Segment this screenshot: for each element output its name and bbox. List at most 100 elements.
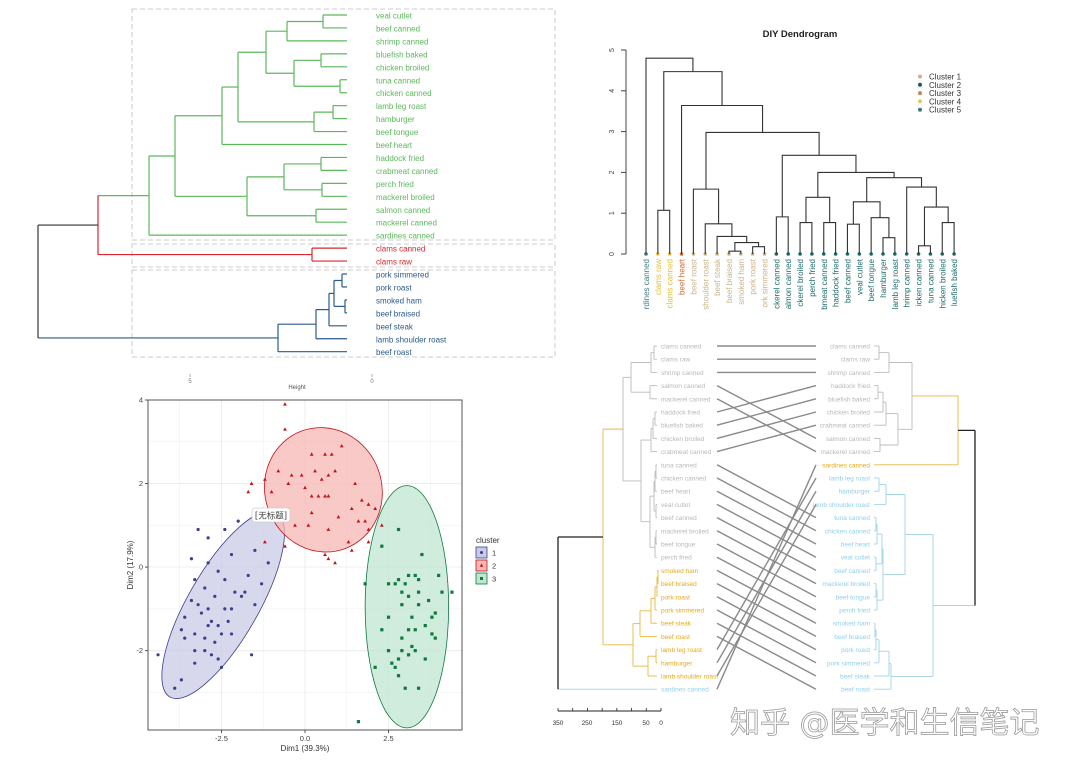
data-point bbox=[396, 657, 401, 661]
branch-line bbox=[823, 222, 837, 254]
data-point bbox=[206, 623, 210, 628]
legend-dot bbox=[918, 91, 922, 96]
scale-tick-label: 150 bbox=[612, 720, 623, 727]
left-leaf-label: clams raw bbox=[661, 357, 691, 364]
data-point bbox=[203, 636, 207, 640]
data-point bbox=[333, 469, 337, 473]
data-point bbox=[430, 615, 434, 619]
data-point bbox=[293, 523, 297, 527]
legend-dot bbox=[918, 74, 922, 79]
branch-line bbox=[657, 209, 671, 254]
data-point bbox=[380, 628, 384, 632]
data-point bbox=[193, 661, 197, 665]
data-point bbox=[403, 686, 407, 690]
left-leaf-label: sardines canned bbox=[661, 687, 709, 694]
data-point bbox=[203, 586, 207, 590]
right-leaf-label: pork simmered bbox=[827, 660, 870, 667]
leaf-label: almon canned bbox=[784, 259, 793, 309]
leaf-label: clams raw bbox=[376, 258, 412, 267]
data-point bbox=[359, 498, 364, 502]
right-leaf-label: hamburger bbox=[839, 489, 871, 496]
leaf-label: beef braised bbox=[725, 259, 734, 303]
right-leaf-label: chicken canned bbox=[825, 528, 871, 535]
data-point bbox=[199, 611, 204, 615]
right-leaf-label: veal cutlet bbox=[841, 555, 870, 562]
data-point bbox=[353, 481, 358, 485]
y-tick-label: 0 bbox=[139, 563, 143, 572]
connector-line bbox=[716, 384, 817, 413]
leaf-label: beef steak bbox=[713, 258, 722, 296]
data-point bbox=[416, 603, 421, 607]
data-point bbox=[403, 582, 407, 586]
left-leaf-label: smoked ham bbox=[661, 568, 698, 575]
data-point bbox=[393, 665, 397, 669]
left-leaf-label: chicken broiled bbox=[661, 436, 705, 443]
branch-line bbox=[704, 223, 733, 254]
connector-line bbox=[716, 490, 817, 545]
left-leaf-label: pork roast bbox=[661, 594, 690, 601]
data-point bbox=[203, 649, 207, 653]
data-point bbox=[209, 653, 214, 657]
leaf-label: tuna canned bbox=[926, 259, 935, 303]
leaf-label: pork simmered bbox=[376, 271, 429, 280]
data-point bbox=[309, 510, 314, 515]
scale-tick-label: 0 bbox=[659, 720, 663, 727]
data-point bbox=[216, 657, 220, 661]
x-tick-label: 5 bbox=[188, 379, 192, 385]
left-leaf-label: mackerel canned bbox=[661, 396, 711, 403]
data-point bbox=[390, 661, 394, 665]
connector-line bbox=[716, 582, 817, 638]
left-leaf-label: beef heart bbox=[661, 489, 690, 496]
data-point bbox=[336, 514, 341, 519]
chart-title: DIY Dendrogram bbox=[763, 29, 838, 40]
cluster-box bbox=[131, 8, 556, 241]
data-point bbox=[253, 603, 257, 607]
data-point bbox=[437, 573, 441, 578]
left-leaf-label: veal cutlet bbox=[661, 502, 690, 509]
connector-line bbox=[716, 503, 817, 558]
left-leaf-label: tuna canned bbox=[661, 462, 697, 469]
legend-dot bbox=[918, 107, 922, 112]
data-point bbox=[363, 582, 367, 586]
data-point bbox=[393, 582, 397, 586]
data-point bbox=[346, 540, 351, 544]
connector-line bbox=[716, 464, 817, 690]
branch-line bbox=[728, 250, 742, 254]
leaf-label: pork roast bbox=[376, 283, 412, 292]
scale-tick-label: 350 bbox=[553, 720, 564, 727]
right-leaf-label: beef roast bbox=[841, 687, 870, 694]
data-point bbox=[413, 573, 417, 578]
leaf-label: clams raw bbox=[654, 259, 663, 295]
data-point bbox=[306, 523, 311, 527]
data-point bbox=[406, 653, 411, 657]
data-point bbox=[323, 552, 327, 556]
right-leaf-label: perch fried bbox=[839, 608, 870, 615]
right-leaf-label: tuna canned bbox=[834, 515, 870, 522]
connector-line bbox=[716, 596, 817, 651]
data-point bbox=[179, 678, 184, 682]
data-point bbox=[229, 632, 234, 636]
data-point bbox=[283, 427, 287, 431]
data-point bbox=[216, 623, 220, 628]
leaf-label: luefish baked bbox=[950, 259, 959, 306]
data-point bbox=[420, 552, 424, 557]
data-point bbox=[396, 578, 401, 582]
y-tick-label: 5 bbox=[609, 48, 616, 52]
connector-line bbox=[716, 635, 817, 690]
data-point bbox=[206, 536, 210, 540]
branch-line bbox=[692, 188, 720, 254]
legend-label: Cluster 2 bbox=[929, 81, 962, 90]
y-tick-label: 2 bbox=[139, 479, 143, 488]
data-point bbox=[219, 632, 224, 636]
data-point bbox=[223, 527, 227, 532]
right-leaf-label: clams raw bbox=[841, 357, 871, 364]
connector-line bbox=[716, 516, 817, 572]
left-leaf-label: hamburger bbox=[661, 660, 693, 667]
cluster-box bbox=[131, 269, 556, 358]
leaf-label: smoked ham bbox=[376, 296, 422, 305]
y-tick-label: 3 bbox=[609, 130, 616, 134]
left-leaf-label: lamb shoulder roast bbox=[661, 674, 718, 681]
legend-dot bbox=[918, 82, 922, 87]
branch-line bbox=[846, 223, 860, 254]
leaf-label: chicken broiled bbox=[376, 63, 429, 72]
